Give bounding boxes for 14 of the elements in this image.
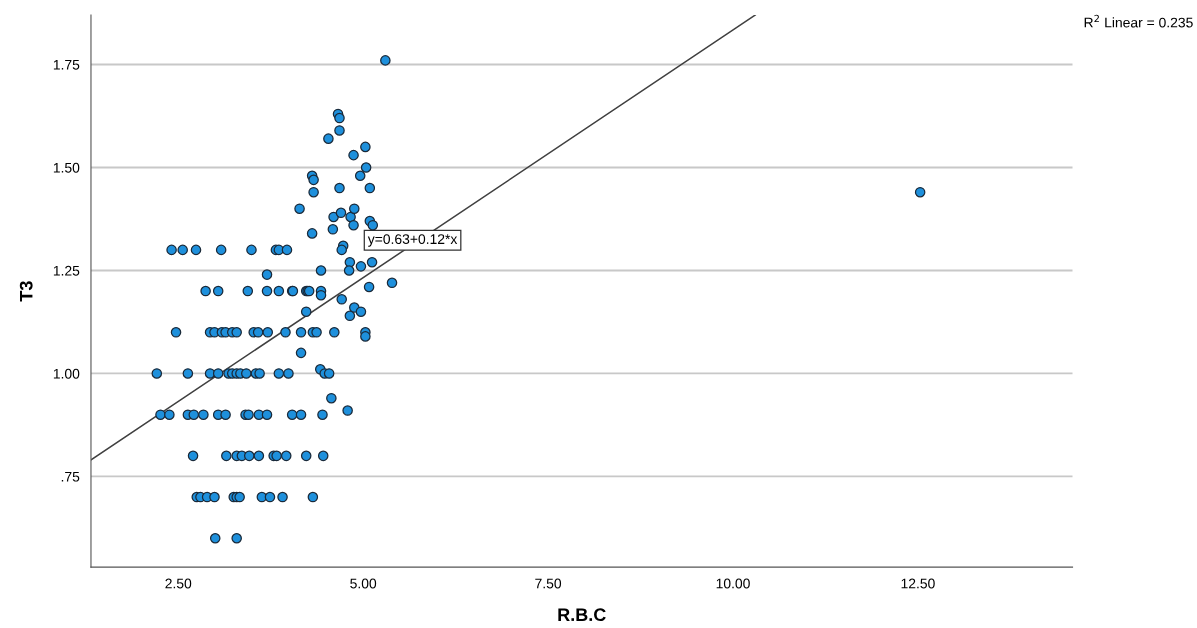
y-tick-label: 1.25 — [53, 265, 80, 276]
x-tick-label: 10.00 — [716, 578, 750, 589]
x-tick-label: 2.50 — [165, 578, 192, 589]
y-tick-label: 1.50 — [53, 162, 80, 173]
y-tick-label: .75 — [61, 471, 80, 482]
annotation: y=0.63+0.12*x — [367, 234, 458, 247]
x-axis-title: R.B.C — [558, 608, 606, 622]
x-tick-label: 12.50 — [901, 578, 935, 589]
y-axis-title: T3 — [19, 281, 33, 302]
x-tick-label: 5.00 — [350, 578, 377, 589]
text: R$^{2}$ Linear = 0.235 — [1084, 14, 1193, 28]
y-tick-label: 1.75 — [53, 59, 80, 70]
y-tick-label: 1.00 — [53, 368, 80, 379]
x-tick-label: 7.50 — [535, 578, 562, 589]
